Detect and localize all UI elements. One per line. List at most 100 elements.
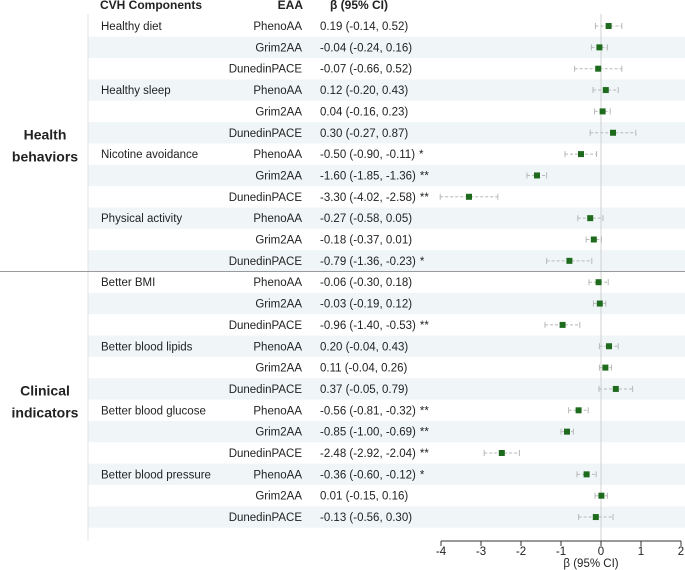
- component-label: Physical activity: [101, 213, 182, 225]
- point-estimate: [559, 321, 566, 328]
- eaa-label: Grim2AA: [255, 427, 302, 439]
- ci-text: -0.27 (-0.58, 0.05): [320, 213, 412, 225]
- eaa-label: Grim2AA: [255, 170, 302, 182]
- group-label-health-behaviors-line2: behaviors: [12, 148, 78, 164]
- ci-text: 0.04 (-0.16, 0.23): [320, 106, 408, 118]
- row-bands: [88, 36, 685, 528]
- x-tick-label: 1: [638, 546, 644, 558]
- eaa-label: DunedinPACE: [229, 192, 303, 204]
- point-estimate: [590, 236, 597, 243]
- point-estimate: [575, 407, 582, 414]
- eaa-label: PhenoAA: [253, 277, 302, 289]
- ci-text: -0.03 (-0.19, 0.12): [320, 299, 412, 311]
- group-label-clinical-indicators-line2: indicators: [12, 405, 79, 421]
- row-band: [88, 292, 685, 315]
- row-band: [88, 79, 685, 101]
- ci-text: -0.56 (-0.81, -0.32): [320, 405, 416, 417]
- row-band: [88, 506, 685, 528]
- point-estimate: [602, 87, 609, 94]
- point-estimate: [612, 385, 619, 392]
- row-band: [88, 420, 685, 443]
- group-label-health-behaviors-line1: Health: [24, 126, 67, 142]
- point-estimate: [595, 65, 602, 72]
- point-estimate: [596, 44, 603, 51]
- significance-mark: **: [420, 405, 429, 417]
- point-estimate: [598, 492, 605, 499]
- x-tick-label: -1: [556, 546, 566, 558]
- significance-mark: **: [420, 192, 429, 204]
- x-tick-label: 0: [598, 546, 604, 558]
- point-estimate: [566, 257, 573, 264]
- row-band: [88, 164, 685, 187]
- point-estimate: [534, 172, 540, 179]
- eaa-label: DunedinPACE: [229, 320, 303, 332]
- component-label: Better blood glucose: [101, 405, 206, 417]
- x-tick-label: -4: [436, 546, 447, 558]
- significance-mark: *: [420, 256, 425, 268]
- point-estimate: [605, 23, 612, 29]
- point-estimate: [610, 129, 616, 136]
- eaa-label: DunedinPACE: [229, 256, 303, 268]
- eaa-label: PhenoAA: [253, 341, 302, 353]
- component-label: Better blood lipids: [101, 341, 193, 353]
- significance-mark: **: [420, 427, 429, 439]
- point-estimate: [583, 471, 590, 478]
- group-label-clinical-indicators-line1: Clinical: [20, 383, 70, 399]
- point-estimate: [595, 279, 602, 286]
- significance-mark: *: [420, 469, 425, 481]
- point-estimate: [578, 151, 584, 158]
- eaa-label: DunedinPACE: [229, 448, 303, 460]
- x-tick-label: -2: [516, 546, 526, 558]
- ci-text: -2.48 (-2.92, -2.04): [320, 448, 416, 460]
- header-beta: β (95% CI): [330, 0, 388, 12]
- ci-text: 0.11 (-0.04, 0.26): [320, 363, 408, 375]
- row-band: [88, 463, 685, 486]
- point-estimate: [466, 193, 472, 200]
- component-label: Better BMI: [101, 277, 155, 289]
- point-estimate: [606, 343, 612, 350]
- point-estimate: [602, 364, 609, 371]
- ci-text: -0.04 (-0.24, 0.16): [320, 42, 412, 54]
- point-estimate: [592, 514, 599, 521]
- table-header: CVH Components EAA β (95% CI): [100, 0, 388, 12]
- point-estimate: [596, 300, 603, 307]
- significance-mark: **: [420, 448, 429, 460]
- point-estimate: [587, 215, 594, 222]
- significance-mark: *: [419, 149, 424, 161]
- eaa-label: DunedinPACE: [229, 64, 303, 76]
- eaa-label: PhenoAA: [253, 469, 302, 481]
- significance-mark: **: [420, 320, 429, 332]
- eaa-label: PhenoAA: [253, 149, 302, 161]
- ci-text: -0.36 (-0.60, -0.12): [320, 469, 416, 481]
- component-label: Better blood pressure: [101, 469, 211, 481]
- point-estimate: [599, 108, 606, 115]
- row-band: [88, 378, 685, 400]
- eaa-label: Grim2AA: [255, 299, 302, 311]
- ci-text: -0.85 (-1.00, -0.69): [320, 427, 416, 439]
- row-band: [88, 36, 685, 59]
- eaa-label: PhenoAA: [253, 21, 302, 33]
- eaa-label: Grim2AA: [255, 42, 302, 54]
- ci-text: -0.96 (-1.40, -0.53): [320, 320, 416, 332]
- eaa-label: Grim2AA: [255, 491, 302, 503]
- ci-text: -3.30 (-4.02, -2.58): [320, 192, 416, 204]
- eaa-label: DunedinPACE: [229, 512, 303, 524]
- forest-rows: Healthy diet PhenoAA 0.19 (-0.14, 0.52) Gri…: [101, 21, 637, 524]
- ci-text: 0.37 (-0.05, 0.79): [320, 384, 408, 396]
- x-tick-label: -3: [476, 546, 486, 558]
- eaa-label: PhenoAA: [253, 405, 302, 417]
- row-band: [88, 335, 685, 357]
- ci-text: -0.06 (-0.30, 0.18): [320, 277, 412, 289]
- ci-text: 0.01 (-0.15, 0.16): [320, 491, 408, 503]
- eaa-label: Grim2AA: [255, 363, 302, 375]
- ci-text: 0.20 (-0.04, 0.43): [320, 341, 408, 353]
- x-axis-title: β (95% CI): [563, 558, 618, 570]
- eaa-label: DunedinPACE: [229, 128, 303, 140]
- row-band: [88, 207, 685, 229]
- significance-mark: **: [420, 170, 429, 182]
- ci-text: -1.60 (-1.85, -1.36): [320, 170, 416, 182]
- ci-text: -0.79 (-1.36, -0.23): [320, 256, 416, 268]
- row-band: [88, 122, 685, 144]
- point-estimate: [564, 428, 570, 435]
